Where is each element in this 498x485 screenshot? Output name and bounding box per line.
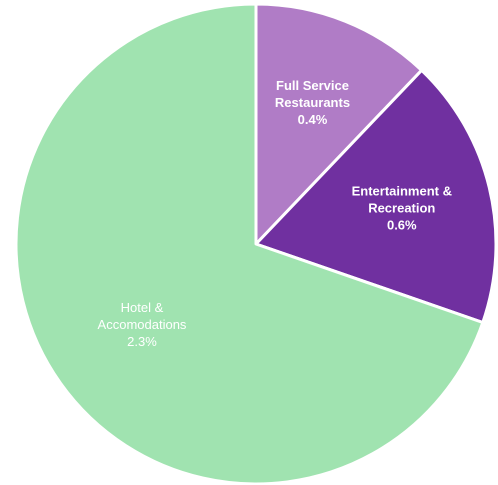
slice-value-label: 2.3%	[127, 334, 157, 349]
pie-slice-2	[254, 68, 498, 324]
slice-category-label: Entertainment &	[352, 184, 452, 199]
pie-slice-label-2: Entertainment & Recreation 0.6%	[352, 184, 452, 233]
slice-value-label: 0.6%	[387, 218, 417, 233]
slice-category-label: Full Service	[276, 78, 349, 93]
pie-slice-3	[14, 2, 485, 485]
pie-slices	[14, 2, 498, 485]
pie-slice-label-1: Full Service Restaurants 0.4%	[275, 78, 350, 127]
slice-category-label: Accomodations	[98, 317, 187, 332]
slice-value-label: 0.4%	[298, 112, 328, 127]
slice-category-label: Hotel &	[121, 300, 164, 315]
pie-labels: Full Service Restaurants 0.4% Entertainment…	[98, 78, 452, 349]
slice-category-label: Restaurants	[275, 95, 350, 110]
pie-slice-1	[254, 2, 424, 246]
pie-slice-label-3: Hotel & Accomodations 2.3%	[98, 300, 187, 349]
slice-category-label: Recreation	[368, 201, 435, 216]
